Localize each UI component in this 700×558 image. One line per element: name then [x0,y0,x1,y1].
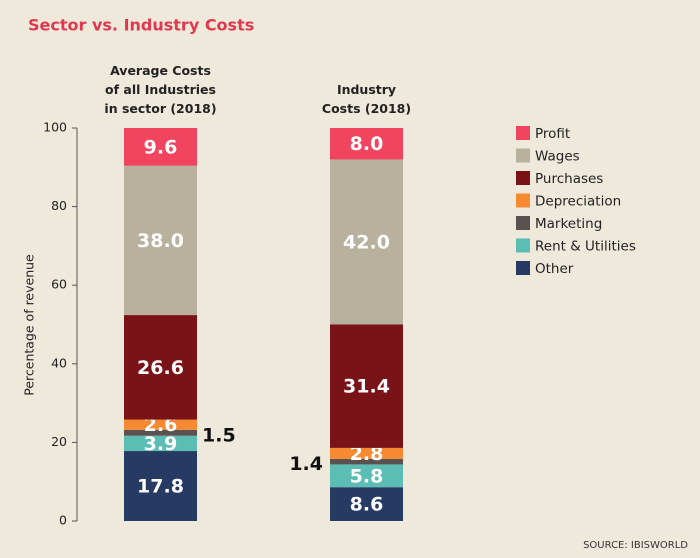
bar-segment [330,487,403,521]
legend-swatch [516,171,530,185]
legend-label: Wages [535,149,580,165]
legend-label: Marketing [535,216,602,232]
y-tick-label: 100 [43,120,67,135]
bar-segment [330,458,403,465]
source: SOURCE: IBISWORLD [583,540,688,551]
x-category-label: Average Costs of all Industries in secto… [104,63,217,116]
bar-segment [124,435,197,452]
bar-segment [330,447,403,459]
value-label: 2.6 [144,414,178,436]
legend-swatch [516,126,530,140]
bar-segment [124,165,197,316]
bar-segment [330,464,403,488]
legend-label: Rent & Utilities [535,239,636,255]
value-label: 17.8 [137,476,184,498]
y-tick-label: 80 [51,198,67,213]
legend-swatch [516,216,530,230]
value-label: 9.6 [144,136,178,158]
chart-title: Sector vs. Industry Costs [28,16,254,35]
y-axis-label: Percentage of revenue [22,254,37,396]
value-label: 1.5 [202,424,236,446]
bar-segment [124,315,197,420]
y-tick-label: 0 [59,513,67,528]
bar-segment [124,451,197,521]
legend-swatch [516,193,530,208]
legend-swatch [516,148,530,163]
value-label: 8.0 [350,133,384,155]
legend-swatch [516,261,530,275]
bar-segment [330,324,403,448]
x-category-label: Industry Costs (2018) [321,82,412,116]
bar-segment [124,128,197,166]
y-tick-label: 40 [51,355,67,370]
value-label: 38.0 [137,230,184,252]
bar-segment [330,128,403,160]
legend-label: Profit [535,126,570,142]
value-label: 26.6 [137,357,184,379]
legend-label: Purchases [535,171,603,187]
value-label: 31.4 [343,376,390,398]
legend-label: Other [535,261,574,277]
bar-segment [124,419,197,430]
value-label: 8.6 [350,494,384,516]
bar-segment [330,159,403,325]
value-label: 2.8 [350,443,384,465]
value-label: 42.0 [343,231,390,253]
legend-swatch [516,238,530,253]
value-label: 5.8 [350,465,384,487]
y-tick-label: 20 [51,434,67,449]
y-tick-label: 60 [51,277,67,292]
value-label: 1.4 [289,453,323,475]
value-label: 3.9 [144,433,178,455]
bar-segment [124,429,197,436]
legend-label: Depreciation [535,194,621,210]
